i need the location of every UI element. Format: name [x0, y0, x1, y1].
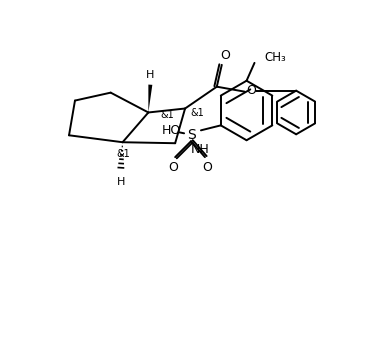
Text: O: O	[220, 49, 229, 63]
Text: O: O	[168, 160, 178, 173]
Text: &1: &1	[190, 108, 204, 118]
Text: NH: NH	[191, 143, 210, 156]
Text: CH₃: CH₃	[264, 51, 286, 64]
Text: &1: &1	[116, 149, 130, 159]
Text: H: H	[116, 177, 125, 187]
Text: HO: HO	[162, 124, 181, 137]
Polygon shape	[148, 85, 152, 113]
Text: H: H	[146, 70, 154, 80]
Text: S: S	[187, 128, 195, 142]
Text: &1: &1	[160, 110, 174, 120]
Text: O: O	[202, 160, 212, 173]
Text: O: O	[247, 84, 257, 97]
